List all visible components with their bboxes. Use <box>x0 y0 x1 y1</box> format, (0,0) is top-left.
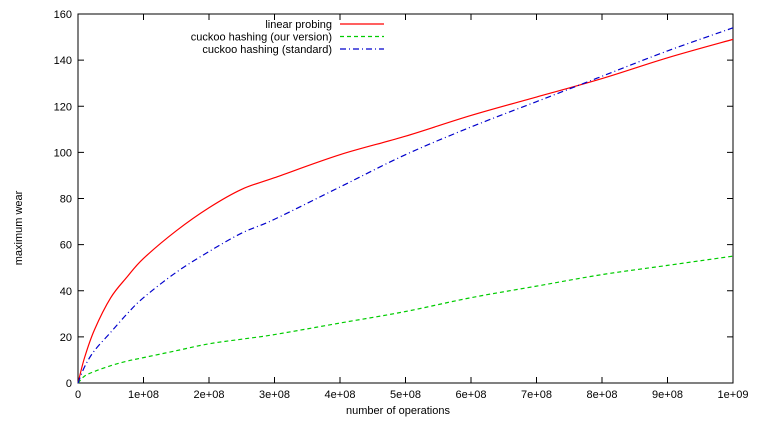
x-tick-label: 6e+08 <box>456 389 487 401</box>
x-tick-label: 1e+08 <box>128 389 159 401</box>
x-tick-label: 3e+08 <box>259 389 290 401</box>
x-axis-label: number of operations <box>346 405 450 417</box>
x-tick-label: 8e+08 <box>587 389 618 401</box>
x-tick-label: 5e+08 <box>390 389 421 401</box>
y-tick-label: 60 <box>60 240 72 252</box>
y-tick-label: 120 <box>54 101 72 113</box>
x-axis-ticks: 0 1e+08 2e+08 3e+08 4e+08 5e+08 6e+08 7e+08 8e+0… <box>75 14 749 401</box>
legend-label: linear probing <box>265 19 332 31</box>
x-tick-label: 2e+08 <box>194 389 225 401</box>
series-line-1 <box>77 38 734 384</box>
legend-label: cuckoo hashing (standard) <box>202 44 332 56</box>
series-line-2 <box>77 255 734 384</box>
x-tick-label: 1e+09 <box>718 389 749 401</box>
y-tick-label: 160 <box>54 9 72 21</box>
x-tick-label: 7e+08 <box>521 389 552 401</box>
series-line-3 <box>77 27 734 384</box>
plot-border <box>77 13 734 384</box>
series-lines <box>77 27 734 384</box>
y-tick-label: 140 <box>54 55 72 67</box>
y-tick-label: 80 <box>60 194 72 206</box>
legend-label: cuckoo hashing (our version) <box>191 32 332 44</box>
x-tick-label: 9e+08 <box>652 389 683 401</box>
y-tick-label: 20 <box>60 332 72 344</box>
y-tick-label: 100 <box>54 147 72 159</box>
y-tick-label: 40 <box>60 286 72 298</box>
x-tick-label: 4e+08 <box>325 389 356 401</box>
plot-frame <box>77 13 734 384</box>
y-axis-label: maximum wear <box>13 190 25 265</box>
y-axis-ticks: 0 20 40 60 80 100 120 140 160 <box>54 9 733 390</box>
x-tick-label: 0 <box>75 389 81 401</box>
y-tick-label: 0 <box>66 378 72 390</box>
